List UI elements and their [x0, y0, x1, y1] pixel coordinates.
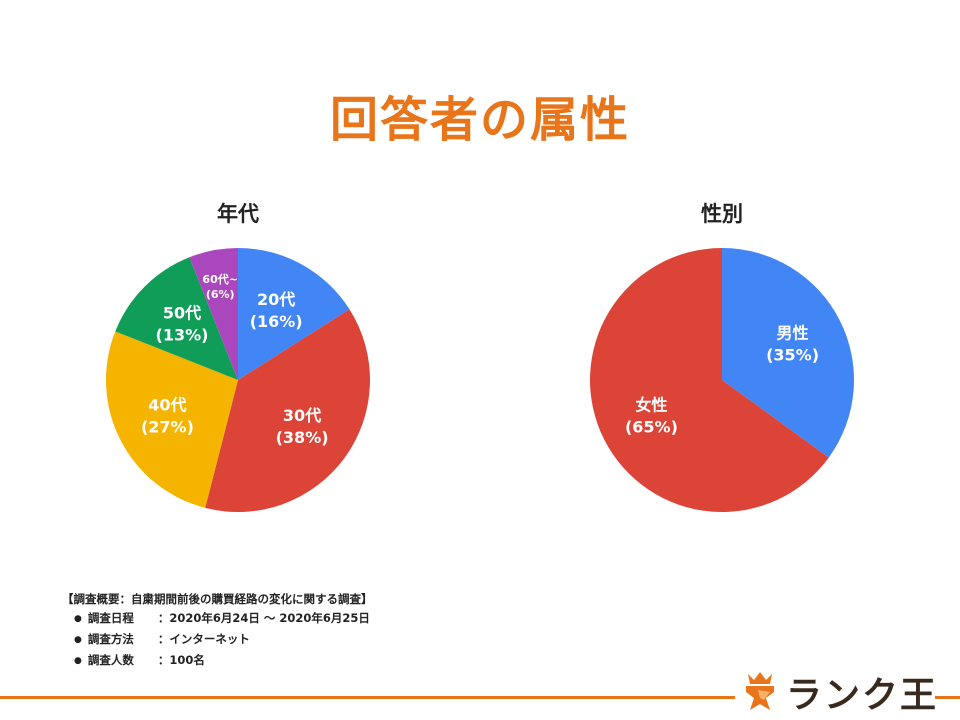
bullet-icon: ● [74, 614, 82, 624]
slice-percent-label: (16%) [250, 312, 303, 331]
brand-logo: ランク王 [740, 666, 938, 718]
pie-slice [115, 257, 238, 380]
slice-percent-label: (27%) [141, 418, 194, 437]
survey-item-respondents: ● 調査人数 ：100名 [62, 651, 373, 672]
pie-slice [189, 248, 238, 380]
brand-name: ランク王 [786, 675, 939, 716]
pie-slice [205, 309, 370, 512]
page-title: 回答者の属性 [329, 92, 630, 148]
survey-heading: 【調査概要：自粛期間前後の購買経路の変化に関する調査】 [62, 592, 373, 606]
survey-item-label: 調査方法 [87, 632, 134, 646]
gender-chart-title: 性別 [701, 202, 743, 226]
survey-item-label: 調査日程 [87, 611, 134, 625]
slice-label: 男性 [777, 324, 809, 343]
slice-label: 20代 [257, 290, 295, 309]
pie-slice [722, 248, 854, 458]
age-pie-chart: 20代 (16%) 30代 (38%) 40代 (27%) 50代 (13%) 60代~ (6%) [105, 248, 370, 512]
footer-rule [0, 696, 735, 699]
slice-percent-label: (35%) [766, 346, 819, 365]
survey-item-value: ：インターネット [157, 632, 250, 646]
slice-label: 30代 [283, 406, 321, 425]
bullet-icon: ● [74, 656, 82, 666]
survey-summary: 【調査概要：自粛期間前後の購買経路の変化に関する調査】 ● 調査日程 ：2020年6… [62, 590, 373, 672]
pie-slice [238, 248, 350, 380]
footer-rule-end [935, 696, 960, 699]
slice-percent-label: (6%) [206, 288, 235, 301]
slice-percent-label: (13%) [156, 326, 209, 345]
age-chart-title: 年代 [217, 202, 259, 226]
survey-item-value: ：100名 [157, 653, 205, 667]
gender-pie-chart: 男性 (35%) 女性 (65%) [590, 248, 854, 512]
survey-item-schedule: ● 調査日程 ：2020年6月24日 ～ 2020年6月25日 [62, 609, 373, 630]
pie-slice [105, 331, 238, 508]
survey-item-value: ：2020年6月24日 ～ 2020年6月25日 [157, 611, 370, 625]
slice-label: 50代 [163, 304, 201, 323]
slice-label: 40代 [148, 396, 186, 415]
survey-item-label: 調査人数 [87, 653, 134, 667]
slice-percent-label: (38%) [276, 428, 329, 447]
slice-percent-label: (65%) [625, 418, 678, 437]
slice-label: 60代~ [202, 272, 238, 286]
survey-item-method: ● 調査方法 ：インターネット [62, 630, 373, 651]
lion-crown-logo-icon [746, 672, 774, 710]
pie-slice [590, 248, 829, 512]
slice-label: 女性 [635, 396, 667, 415]
bullet-icon: ● [74, 635, 82, 645]
